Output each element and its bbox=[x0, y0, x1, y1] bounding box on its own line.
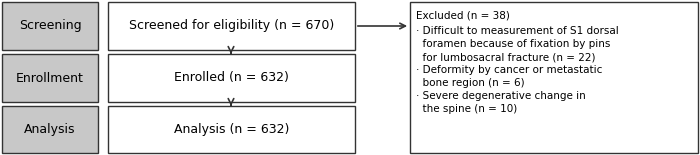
Bar bbox=[108, 54, 355, 102]
Text: Excluded (n = 38): Excluded (n = 38) bbox=[416, 10, 510, 20]
Text: · Severe degenerative change in: · Severe degenerative change in bbox=[416, 91, 586, 101]
Text: foramen because of fixation by pins: foramen because of fixation by pins bbox=[416, 39, 610, 49]
Bar bbox=[2, 2, 98, 50]
Text: Screened for eligibility (n = 670): Screened for eligibility (n = 670) bbox=[129, 20, 334, 33]
Bar bbox=[2, 106, 98, 153]
Text: Enrolled (n = 632): Enrolled (n = 632) bbox=[174, 71, 289, 84]
Bar bbox=[410, 2, 698, 153]
Text: · Difficult to measurement of S1 dorsal: · Difficult to measurement of S1 dorsal bbox=[416, 26, 619, 36]
Text: bone region (n = 6): bone region (n = 6) bbox=[416, 78, 524, 88]
Bar bbox=[108, 2, 355, 50]
Text: Screening: Screening bbox=[19, 20, 81, 33]
Bar bbox=[108, 106, 355, 153]
Text: Analysis (n = 632): Analysis (n = 632) bbox=[174, 123, 289, 136]
Text: the spine (n = 10): the spine (n = 10) bbox=[416, 104, 517, 114]
Text: Enrollment: Enrollment bbox=[16, 71, 84, 84]
Text: Analysis: Analysis bbox=[25, 123, 76, 136]
Bar bbox=[2, 54, 98, 102]
Text: · Deformity by cancer or metastatic: · Deformity by cancer or metastatic bbox=[416, 65, 603, 75]
Text: for lumbosacral fracture (n = 22): for lumbosacral fracture (n = 22) bbox=[416, 52, 596, 62]
